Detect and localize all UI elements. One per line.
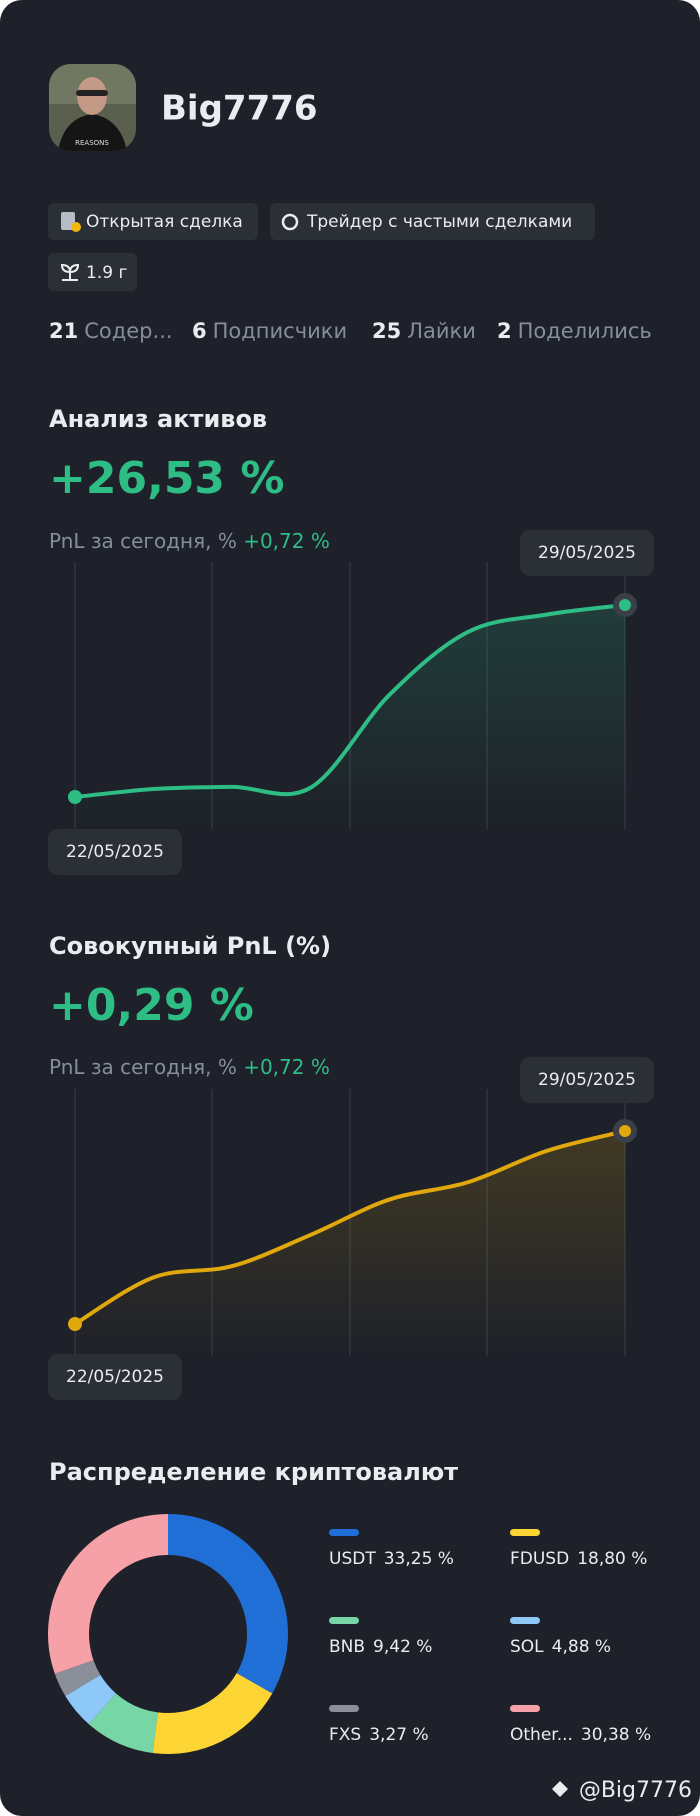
line [73, 1129, 627, 1326]
legend-swatch [329, 1529, 359, 1536]
today-value: +0,72 % [243, 529, 330, 553]
stat: 2 Поделились [497, 319, 652, 343]
date-tooltip [48, 829, 182, 875]
legend-value: 4,88 % [552, 1637, 611, 1657]
user-name: Big7776 [161, 89, 318, 129]
legend-swatch [329, 1705, 359, 1712]
watermark: @Big7776 [552, 1778, 692, 1803]
legend-item: SOL 4,88 % [510, 1637, 611, 1657]
donut-segment [168, 1514, 289, 1694]
line-chart: 29/05/2025 22/05/2025 [48, 1057, 654, 1400]
legend-name: SOL [510, 1637, 544, 1657]
end-dot [619, 1125, 631, 1137]
legend-name: BNB [329, 1637, 365, 1657]
stat: 25 Лайки [372, 319, 476, 343]
stat-label: Содер... [84, 319, 172, 343]
tag-label: Открытая сделка [86, 212, 243, 232]
legend-value: 30,38 % [581, 1725, 651, 1745]
stat-count: 6 [192, 319, 207, 343]
legend: USDT 33,25 % FDUSD 18,80 % BNB 9,42 % SOL 4,88 … [329, 1529, 651, 1745]
svg-text:REASONS: REASONS [75, 139, 109, 147]
legend-item: FXS 3,27 % [329, 1725, 429, 1745]
line-chart: 29/05/2025 22/05/2025 [48, 530, 654, 875]
line [73, 603, 627, 799]
start-dot [68, 790, 82, 804]
section-title: Распределение криптовалют [49, 1458, 458, 1486]
donut-chart [47, 1514, 289, 1755]
stat-count: 21 [49, 319, 78, 343]
donut-segment [88, 1693, 158, 1754]
legend-swatch [510, 1529, 540, 1536]
today-value: +0,72 % [243, 1055, 330, 1079]
legend-item: BNB 9,42 % [329, 1637, 432, 1657]
end-dot [619, 599, 631, 611]
today-label: PnL за сегодня, % [49, 1055, 237, 1079]
legend-value: 33,25 % [384, 1549, 454, 1569]
legend-item: USDT 33,25 % [329, 1549, 454, 1569]
tag-label: 1.9 г [86, 263, 127, 283]
date-tooltip [520, 530, 654, 576]
stat: 6 Подписчики [192, 319, 347, 343]
legend-name: FDUSD [510, 1549, 569, 1569]
stat-label: Лайки [407, 319, 476, 343]
date-tooltip [48, 1354, 182, 1400]
tag: 1.9 г [48, 253, 137, 291]
legend-swatch [510, 1617, 540, 1624]
section-title: Совокупный PnL (%) [49, 932, 331, 960]
today-pnl: PnL за сегодня, % +0,72 % [49, 1055, 330, 1079]
avatar[interactable]: REASONS [49, 64, 136, 151]
legend-value: 18,80 % [577, 1549, 647, 1569]
donut-segment [152, 1673, 273, 1755]
stat-label: Поделились [518, 319, 652, 343]
tag: Открытая сделка [48, 203, 258, 240]
legend-name: FXS [329, 1725, 361, 1745]
date-tooltip [520, 1057, 654, 1103]
stat: 21 Содер... [49, 319, 173, 343]
date-label: 22/05/2025 [66, 842, 164, 862]
legend-name: USDT [329, 1549, 376, 1569]
section-title: Анализ активов [49, 405, 267, 433]
stat-count: 2 [497, 319, 512, 343]
donut-segment [47, 1514, 169, 1674]
start-dot [68, 1317, 82, 1331]
total-pnl: +26,53 % [49, 453, 284, 504]
total-pnl: +0,29 % [49, 980, 254, 1031]
legend-item: FDUSD 18,80 % [510, 1549, 647, 1569]
legend-value: 3,27 % [369, 1725, 428, 1745]
legend-item: Other... 30,38 % [510, 1725, 651, 1745]
tag: Трейдер с частыми сделками [270, 203, 595, 240]
watermark-text: @Big7776 [579, 1778, 692, 1803]
stat-count: 25 [372, 319, 401, 343]
donut-segment [54, 1660, 101, 1697]
legend-swatch [329, 1617, 359, 1624]
line-area [75, 605, 625, 829]
line-area [75, 1131, 625, 1356]
legend-name: Other... [510, 1725, 573, 1745]
legend-swatch [510, 1705, 540, 1712]
date-label: 29/05/2025 [538, 543, 636, 563]
stat-label: Подписчики [213, 319, 347, 343]
today-pnl: PnL за сегодня, % +0,72 % [49, 529, 330, 553]
donut-segment [65, 1674, 116, 1725]
legend-value: 9,42 % [373, 1637, 432, 1657]
date-label: 22/05/2025 [66, 1367, 164, 1387]
date-label: 29/05/2025 [538, 1070, 636, 1090]
today-label: PnL за сегодня, % [49, 529, 237, 553]
tag-label: Трейдер с частыми сделками [306, 212, 572, 232]
